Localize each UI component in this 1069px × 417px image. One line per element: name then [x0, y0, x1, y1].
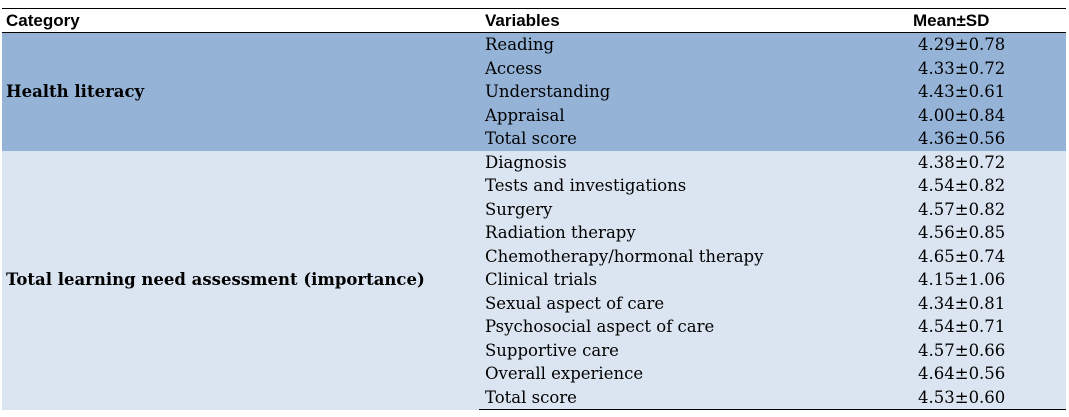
variable-cell: Psychosocial aspect of care [479, 315, 909, 339]
table-row: Access 4.33±0.72 [2, 56, 1066, 80]
variable-cell: Understanding [479, 80, 909, 104]
category-cell: Health literacy [2, 32, 479, 151]
mean-sd-cell: 4.53±0.60 [909, 385, 1066, 410]
variable-cell: Chemotherapy/hormonal therapy [479, 244, 909, 268]
variable-cell: Radiation therapy [479, 221, 909, 245]
mean-sd-cell: 4.54±0.71 [909, 315, 1066, 339]
results-table: Category Variables Mean±SD Health litera… [2, 8, 1066, 410]
mean-sd-cell: 4.36±0.56 [909, 127, 1066, 151]
mean-sd-cell: 4.56±0.85 [909, 221, 1066, 245]
mean-sd-cell: 4.34±0.81 [909, 291, 1066, 315]
mean-sd-cell: 4.64±0.56 [909, 362, 1066, 386]
mean-sd-cell: 4.00±0.84 [909, 103, 1066, 127]
variable-cell: Tests and investigations [479, 174, 909, 198]
table-row: Surgery 4.57±0.82 [2, 197, 1066, 221]
variable-cell: Access [479, 56, 909, 80]
variable-cell: Appraisal [479, 103, 909, 127]
table-row: Health literacy Reading 4.29±0.78 [2, 32, 1066, 151]
table-row: Total score 4.36±0.56 [2, 127, 1066, 151]
variable-cell: Reading [479, 32, 909, 57]
mean-sd-cell: 4.38±0.72 [909, 150, 1066, 174]
table-row: Supportive care 4.57±0.66 [2, 338, 1066, 362]
mean-sd-cell: 4.33±0.72 [909, 56, 1066, 80]
header-variables: Variables [479, 8, 909, 33]
header-mean-sd: Mean±SD [909, 8, 1066, 33]
group-health-literacy: Health literacy Reading 4.29±0.78 Access… [2, 32, 1066, 151]
mean-sd-cell: 4.29±0.78 [909, 32, 1066, 57]
table-row: Total learning need assessment (importan… [2, 150, 1066, 410]
table-row: Appraisal 4.00±0.84 [2, 103, 1066, 127]
table-row: Radiation therapy 4.56±0.85 [2, 221, 1066, 245]
variable-cell: Supportive care [479, 338, 909, 362]
table-row: Psychosocial aspect of care 4.54±0.71 [2, 315, 1066, 339]
table-row: Tests and investigations 4.54±0.82 [2, 174, 1066, 198]
variable-cell: Surgery [479, 197, 909, 221]
variable-cell: Total score [479, 385, 909, 410]
category-cell: Total learning need assessment (importan… [2, 150, 479, 410]
variable-cell: Sexual aspect of care [479, 291, 909, 315]
variable-cell: Diagnosis [479, 150, 909, 174]
mean-sd-cell: 4.43±0.61 [909, 80, 1066, 104]
variable-cell: Clinical trials [479, 268, 909, 292]
mean-sd-cell: 4.54±0.82 [909, 174, 1066, 198]
table-row: Chemotherapy/hormonal therapy 4.65±0.74 [2, 244, 1066, 268]
mean-sd-cell: 4.57±0.82 [909, 197, 1066, 221]
table-row: Total score 4.53±0.60 [2, 385, 1066, 410]
group-learning-need: Total learning need assessment (importan… [2, 150, 1066, 410]
variable-cell: Overall experience [479, 362, 909, 386]
table-row: Clinical trials 4.15±1.06 [2, 268, 1066, 292]
mean-sd-cell: 4.65±0.74 [909, 244, 1066, 268]
variable-cell: Total score [479, 127, 909, 151]
table-header: Category Variables Mean±SD [2, 8, 1066, 33]
mean-sd-cell: 4.15±1.06 [909, 268, 1066, 292]
table-row: Sexual aspect of care 4.34±0.81 [2, 291, 1066, 315]
header-category: Category [2, 8, 479, 33]
table-row: Overall experience 4.64±0.56 [2, 362, 1066, 386]
table-row: Understanding 4.43±0.61 [2, 80, 1066, 104]
header-row: Category Variables Mean±SD [2, 8, 1066, 33]
mean-sd-cell: 4.57±0.66 [909, 338, 1066, 362]
